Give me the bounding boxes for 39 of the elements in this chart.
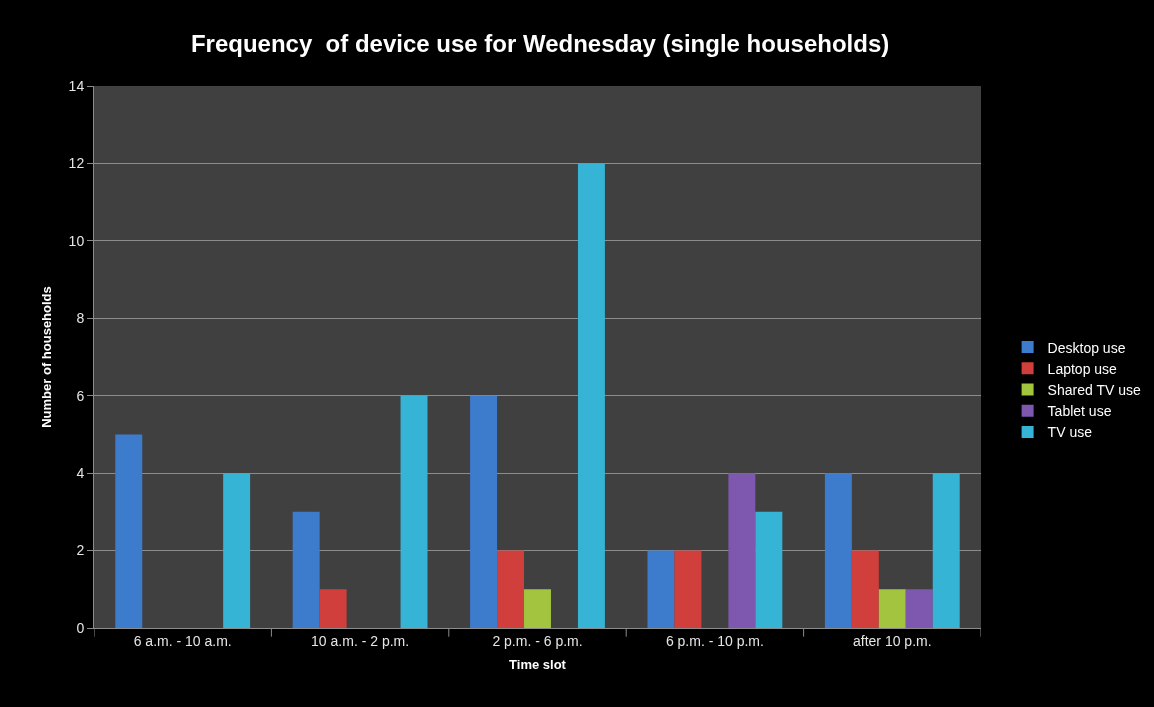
bar	[905, 589, 933, 628]
legend-label: Shared TV use	[1047, 381, 1141, 398]
x-tick-label: 2 p.m. - 6 p.m.	[492, 632, 583, 649]
bar	[115, 434, 143, 628]
bar	[674, 550, 702, 628]
x-tick-label: after 10 p.m.	[853, 632, 932, 649]
bar	[647, 550, 675, 628]
y-tick-label: 2	[76, 542, 85, 559]
chart-title: Frequency of device use for Wednesday (single households)	[190, 30, 890, 58]
y-tick-label: 0	[76, 619, 85, 636]
x-tick-label: 6 a.m. - 10 a.m.	[133, 632, 232, 649]
bar	[728, 473, 756, 628]
bar	[497, 550, 525, 628]
legend-label: Desktop use	[1047, 339, 1126, 356]
x-tick-label: 10 a.m. - 2 p.m.	[311, 632, 410, 649]
legend-label: Tablet use	[1047, 403, 1112, 420]
bar	[932, 473, 960, 628]
y-tick-label: 12	[68, 155, 85, 172]
bar	[292, 511, 320, 628]
y-tick-label: 10	[68, 232, 85, 249]
bar	[824, 473, 852, 628]
y-axis-title: Number of households	[38, 286, 54, 428]
bar	[577, 163, 605, 628]
bar	[470, 395, 498, 628]
legend-label: TV use	[1047, 424, 1093, 441]
bar	[755, 511, 783, 628]
bar	[524, 589, 551, 628]
bar	[319, 589, 347, 628]
x-axis-title: Time slot	[509, 657, 567, 673]
bar	[878, 589, 906, 628]
bar	[223, 473, 251, 628]
y-tick-label: 6	[76, 387, 85, 404]
legend-label: Laptop use	[1047, 360, 1118, 377]
y-tick-label: 4	[76, 465, 85, 482]
y-tick-label: 8	[76, 310, 85, 327]
y-tick-label: 14	[68, 77, 85, 94]
bar	[400, 395, 428, 628]
x-tick-label: 6 p.m. - 10 p.m.	[665, 632, 764, 649]
bar	[851, 550, 879, 628]
